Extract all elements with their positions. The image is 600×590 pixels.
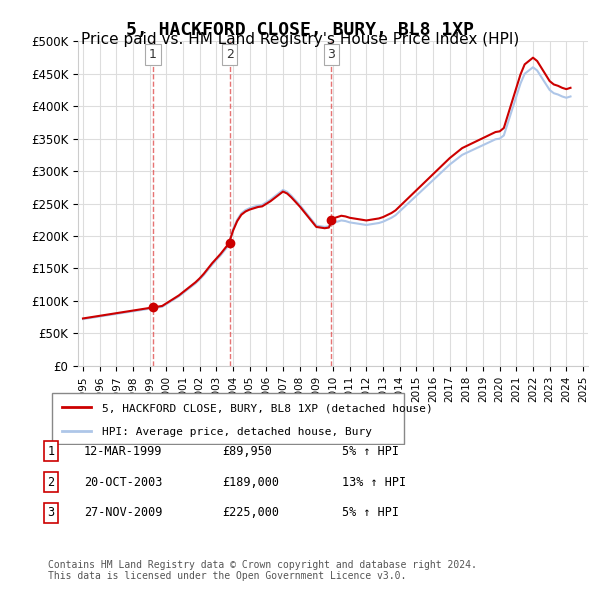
Text: 12-MAR-1999: 12-MAR-1999 (84, 445, 163, 458)
Text: 5% ↑ HPI: 5% ↑ HPI (342, 445, 399, 458)
Text: 3: 3 (47, 506, 55, 519)
FancyBboxPatch shape (52, 394, 404, 444)
Text: 3: 3 (328, 48, 335, 61)
Text: £189,000: £189,000 (222, 476, 279, 489)
Text: 5, HACKFORD CLOSE, BURY, BL8 1XP: 5, HACKFORD CLOSE, BURY, BL8 1XP (126, 21, 474, 39)
Text: 5, HACKFORD CLOSE, BURY, BL8 1XP (detached house): 5, HACKFORD CLOSE, BURY, BL8 1XP (detach… (102, 404, 433, 413)
Text: Price paid vs. HM Land Registry's House Price Index (HPI): Price paid vs. HM Land Registry's House … (81, 32, 519, 47)
Text: 2: 2 (226, 48, 233, 61)
Text: £89,950: £89,950 (222, 445, 272, 458)
Text: 1: 1 (149, 48, 157, 61)
Text: HPI: Average price, detached house, Bury: HPI: Average price, detached house, Bury (102, 427, 372, 437)
Text: 13% ↑ HPI: 13% ↑ HPI (342, 476, 406, 489)
Text: 2: 2 (47, 476, 55, 489)
Text: 20-OCT-2003: 20-OCT-2003 (84, 476, 163, 489)
Text: 1: 1 (47, 445, 55, 458)
Text: 27-NOV-2009: 27-NOV-2009 (84, 506, 163, 519)
Text: 5% ↑ HPI: 5% ↑ HPI (342, 506, 399, 519)
Text: £225,000: £225,000 (222, 506, 279, 519)
Text: Contains HM Land Registry data © Crown copyright and database right 2024.
This d: Contains HM Land Registry data © Crown c… (48, 559, 477, 581)
